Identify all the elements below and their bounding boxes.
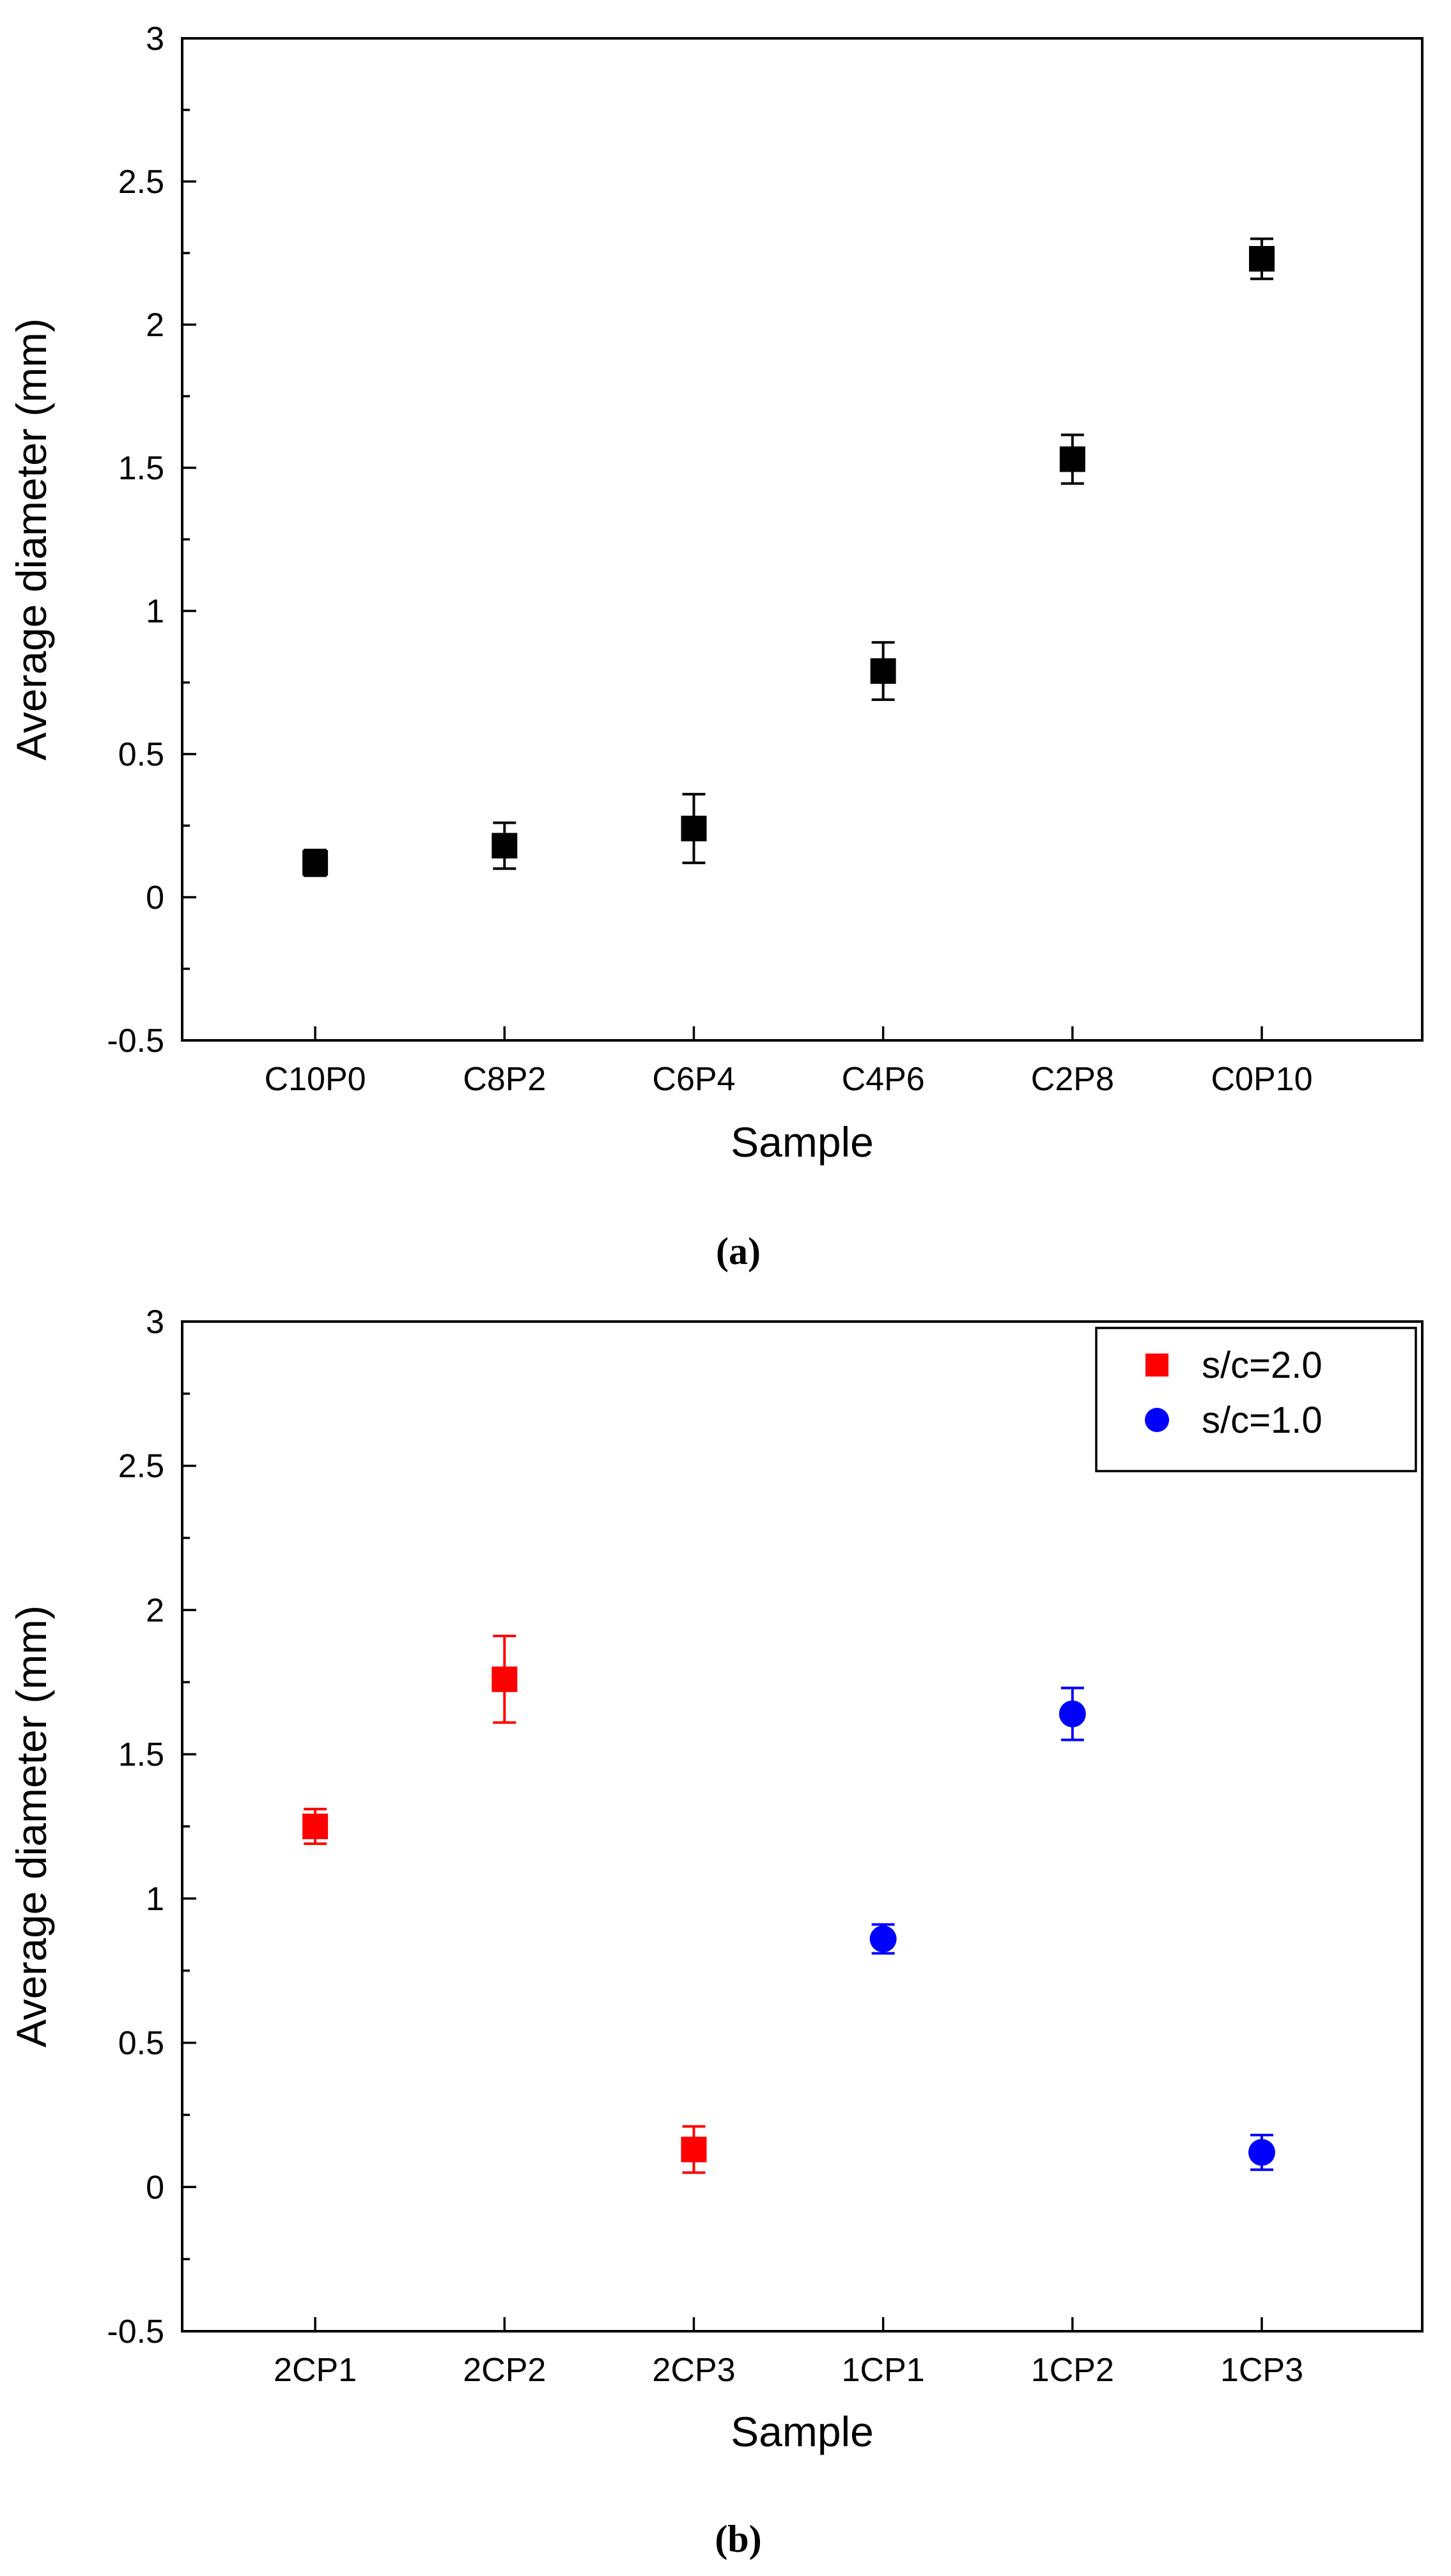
x-tick-label: C2P8 — [1031, 1061, 1114, 1098]
y-tick-label: 1 — [146, 593, 164, 630]
y-axis-title: Average diameter (mm) — [8, 1605, 55, 2048]
chart-panel-b: -0.5 0 0.5 1 1.5 2 2.5 3 2CP1 2CP2 2CP3 1CP1 1CP2 1CP… — [8, 1304, 1424, 2560]
x-axis-title: Sample — [731, 1118, 874, 1166]
data-point — [681, 815, 707, 842]
x-axis-title: Sample — [731, 2408, 874, 2455]
x-tick-label: 2CP1 — [274, 2352, 357, 2389]
data-point — [1248, 2139, 1276, 2166]
y-tick-label: 2.5 — [118, 1448, 164, 1485]
data-point — [302, 850, 329, 876]
x-tick-label: C0P10 — [1211, 1061, 1313, 1098]
data-point — [1059, 446, 1085, 472]
x-tick-label: 1CP1 — [842, 2352, 925, 2389]
y-tick-label: 1.5 — [118, 450, 164, 487]
x-tick-label: C6P4 — [652, 1061, 735, 1098]
legend: s/c=2.0 s/c=1.0 — [1095, 1327, 1417, 1472]
legend-marker — [1145, 1354, 1168, 1377]
y-tick-label: 0 — [146, 879, 164, 916]
legend-marker — [1145, 1408, 1169, 1432]
plot-frame — [181, 1320, 1424, 2333]
x-tick-label: C4P6 — [842, 1061, 925, 1098]
plot-frame — [181, 37, 1424, 1042]
legend-label: s/c=1.0 — [1202, 1400, 1323, 1441]
data-point — [302, 1814, 329, 1839]
legend-label: s/c=2.0 — [1202, 1345, 1323, 1386]
x-tick-label: C8P2 — [463, 1061, 546, 1098]
legend-box — [1095, 1327, 1417, 1472]
x-tick-label: 2CP2 — [463, 2352, 546, 2389]
y-tick-label: 0 — [146, 2169, 164, 2206]
y-tick-label: 0.5 — [118, 2025, 164, 2062]
y-tick-label: 1.5 — [118, 1736, 164, 1773]
data-point — [1059, 1700, 1086, 1727]
y-tick-label: 2.5 — [118, 164, 164, 201]
x-tick-label: 2CP3 — [652, 2352, 735, 2389]
y-tick-label: 3 — [146, 1304, 164, 1341]
y-tick-label: 2 — [146, 1592, 164, 1629]
data-point — [870, 658, 896, 684]
panel-caption: (a) — [716, 1230, 761, 1272]
y-tick-label: 1 — [146, 1881, 164, 1918]
data-point — [492, 1666, 518, 1692]
x-tick-label: 1CP2 — [1031, 2352, 1114, 2389]
y-tick-label: 3 — [146, 20, 164, 58]
y-tick-label: 2 — [146, 307, 164, 344]
panel-caption: (b) — [715, 2518, 761, 2560]
data-point — [1249, 245, 1275, 272]
data-point — [681, 2136, 707, 2163]
chart-panel-a: -0.5 0 0.5 1 1.5 2 2.5 3 C10P0 C8P2 C6P4 C4P6 C2P8 C0… — [8, 20, 1424, 1272]
y-axis-title: Average diameter (mm) — [8, 318, 55, 760]
data-point — [869, 1925, 897, 1953]
y-tick-label: -0.5 — [107, 1022, 164, 1060]
y-tick-label: 0.5 — [118, 736, 164, 773]
x-tick-label: C10P0 — [265, 1061, 366, 1098]
y-tick-label: -0.5 — [107, 2313, 164, 2350]
data-point — [492, 833, 518, 859]
x-tick-label: 1CP3 — [1220, 2352, 1303, 2389]
